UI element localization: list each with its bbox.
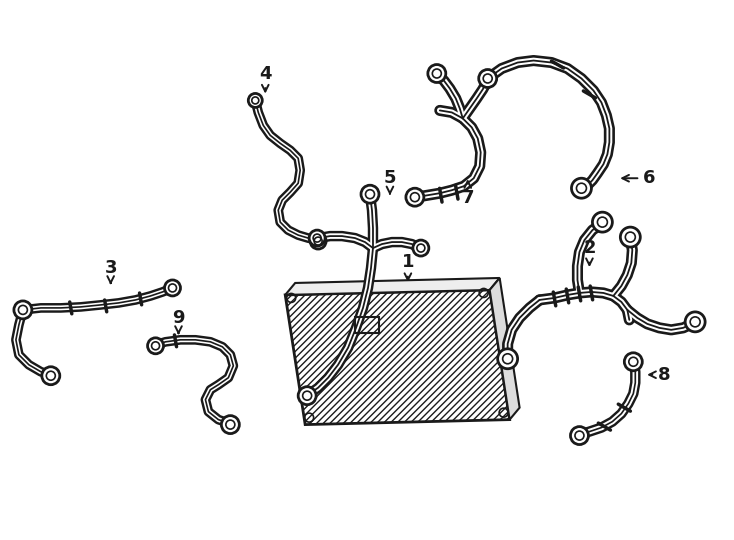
- Polygon shape: [286, 290, 509, 424]
- Text: 9: 9: [172, 309, 185, 333]
- Circle shape: [685, 312, 705, 332]
- Text: 1: 1: [401, 253, 414, 280]
- Circle shape: [298, 387, 316, 404]
- Text: 6: 6: [622, 169, 655, 187]
- Circle shape: [406, 188, 424, 206]
- Circle shape: [625, 353, 642, 371]
- Circle shape: [309, 230, 325, 246]
- Text: 2: 2: [584, 239, 596, 265]
- Circle shape: [164, 280, 181, 296]
- Text: 4: 4: [259, 64, 272, 91]
- Circle shape: [570, 427, 589, 444]
- Circle shape: [413, 240, 429, 256]
- Polygon shape: [286, 278, 500, 295]
- Text: 8: 8: [650, 366, 671, 384]
- Circle shape: [248, 93, 262, 107]
- Text: 7: 7: [462, 181, 474, 207]
- Text: 5: 5: [384, 169, 396, 193]
- Circle shape: [42, 367, 59, 384]
- Circle shape: [361, 185, 379, 203]
- Text: 3: 3: [104, 259, 117, 283]
- Circle shape: [592, 212, 612, 232]
- Polygon shape: [490, 278, 520, 420]
- Circle shape: [14, 301, 32, 319]
- Circle shape: [148, 338, 164, 354]
- Circle shape: [222, 416, 239, 434]
- Circle shape: [572, 178, 592, 198]
- Circle shape: [479, 70, 497, 87]
- Circle shape: [310, 233, 326, 249]
- Circle shape: [620, 227, 640, 247]
- Circle shape: [428, 64, 446, 83]
- Circle shape: [498, 349, 517, 369]
